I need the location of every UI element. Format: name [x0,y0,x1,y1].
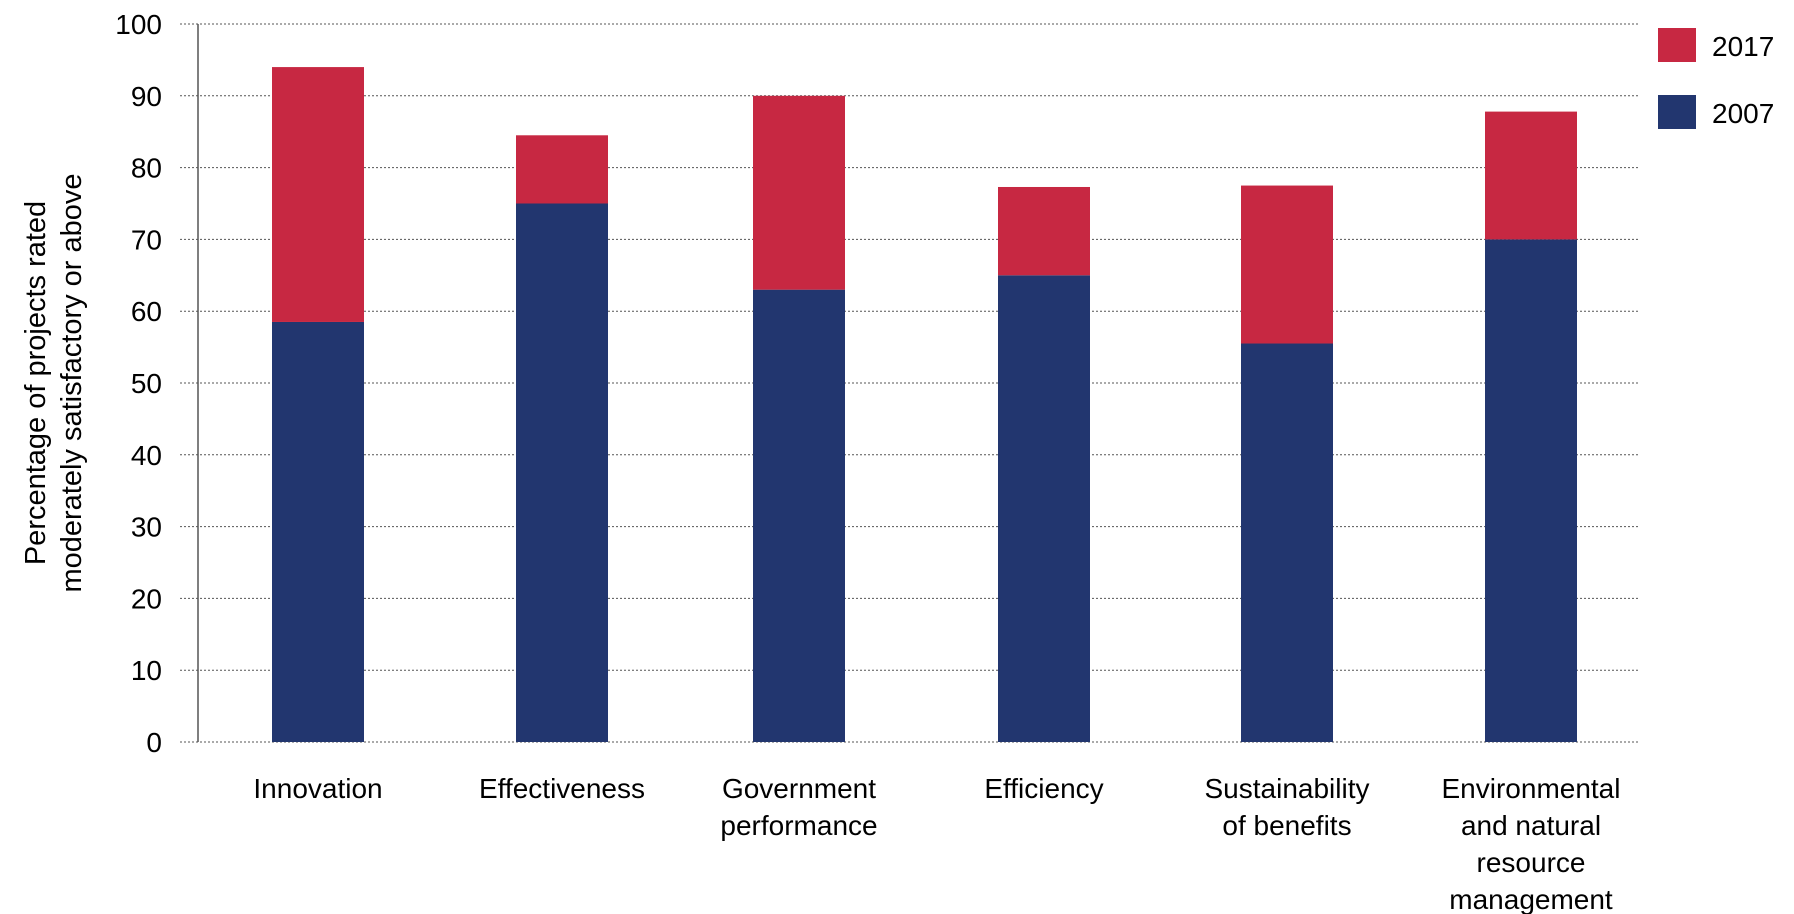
category-label: Sustainability [1205,773,1370,804]
category-label: Government [722,773,876,804]
bar-2017-sustainability-of-benefits [1241,185,1333,344]
category-label: resource [1477,847,1586,878]
y-tick-label: 30 [131,512,162,543]
y-tick-label: 10 [131,655,162,686]
bar-2007-government-performance [753,289,845,742]
legend-swatch-2007 [1658,95,1696,129]
category-label: management [1449,884,1613,914]
bar-2007-effectiveness [516,203,608,742]
legend-label-2017: 2017 [1712,31,1774,62]
gridlines [180,23,1640,743]
y-tick-label: 20 [131,583,162,614]
y-tick-label: 70 [131,224,162,255]
y-tick-label: 80 [131,153,162,184]
category-label: Environmental [1442,773,1621,804]
category-label: Effectiveness [479,773,645,804]
category-labels: Innovation Effectiveness Government perform… [253,773,1620,914]
y-tick-label: 0 [146,727,162,758]
category-label: performance [720,810,877,841]
bar-2007-sustainability-of-benefits [1241,343,1333,742]
y-tick-labels: 0 10 20 30 40 50 60 70 80 90 100 [115,9,162,758]
category-label: Efficiency [984,773,1103,804]
bar-2017-government-performance [753,95,845,290]
y-tick-label: 50 [131,368,162,399]
category-label: of benefits [1222,810,1351,841]
y-axis-title-line: moderately satisfactory or above [56,173,88,592]
legend-label-2007: 2007 [1712,98,1774,129]
bar-2017-effectiveness [516,135,608,204]
y-tick-label: 90 [131,81,162,112]
y-tick-label: 40 [131,440,162,471]
category-label: Innovation [253,773,382,804]
y-axis-title-group: Percentage of projects rated moderately s… [20,173,88,592]
bar-2007-efficiency [998,275,1090,742]
y-axis-title-line: Percentage of projects rated [20,201,52,565]
y-tick-label: 100 [115,9,162,40]
bar-2017-efficiency [998,186,1090,276]
legend: 2017 2007 [1658,28,1774,129]
y-tick-label: 60 [131,296,162,327]
bar-2007-environmental-and-natural-resource-management [1485,239,1577,742]
y-axis-title: Percentage of projects rated moderately s… [20,173,88,592]
bar-2017-innovation [272,67,364,322]
bar-2007-innovation [272,321,364,742]
legend-swatch-2017 [1658,28,1696,62]
bar-2017-environmental-and-natural-resource-management [1485,111,1577,240]
bars [272,67,1577,742]
category-label: and natural [1461,810,1601,841]
